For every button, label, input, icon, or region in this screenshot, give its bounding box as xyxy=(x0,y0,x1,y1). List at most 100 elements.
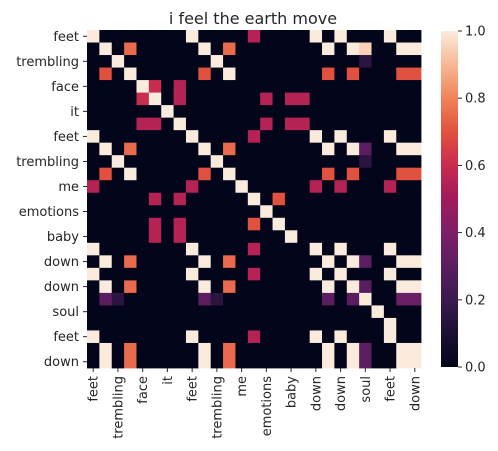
heatmap-cell xyxy=(359,93,372,106)
heatmap-cell xyxy=(409,93,422,106)
heatmap-cell xyxy=(87,68,100,81)
heatmap-cell xyxy=(186,305,199,318)
heatmap-cell xyxy=(186,230,199,243)
heatmap-cell xyxy=(359,318,372,331)
y-tick-label: trembling xyxy=(16,55,79,70)
heatmap-cell xyxy=(248,30,261,43)
heatmap-cell xyxy=(260,68,273,81)
heatmap-cell xyxy=(198,180,211,193)
heatmap-cell xyxy=(112,55,125,68)
heatmap-cell xyxy=(396,55,409,68)
heatmap-cell xyxy=(235,55,248,68)
heatmap-cell xyxy=(396,155,409,168)
heatmap-cell xyxy=(347,130,360,143)
heatmap-cell xyxy=(372,68,385,81)
heatmap-cell xyxy=(372,93,385,106)
heatmap-cell xyxy=(297,255,310,268)
heatmap-cell xyxy=(124,93,137,106)
heatmap-cell xyxy=(161,193,174,206)
heatmap-cell xyxy=(235,205,248,218)
heatmap-cell xyxy=(334,268,347,281)
heatmap-cell xyxy=(124,130,137,143)
heatmap-cell xyxy=(223,118,236,131)
heatmap-cell xyxy=(334,105,347,118)
heatmap-cell xyxy=(235,30,248,43)
heatmap-cell xyxy=(99,43,112,56)
heatmap-cell xyxy=(273,105,286,118)
heatmap-cell xyxy=(174,330,187,343)
heatmap-cell xyxy=(186,293,199,306)
x-tick-label: soul xyxy=(359,376,374,403)
heatmap-cell xyxy=(359,218,372,231)
heatmap-cell xyxy=(136,355,149,368)
heatmap-cell xyxy=(273,130,286,143)
heatmap-cell xyxy=(347,80,360,93)
heatmap-cell xyxy=(186,218,199,231)
heatmap-cell xyxy=(186,318,199,331)
heatmap-cell xyxy=(161,43,174,56)
heatmap-cell xyxy=(174,205,187,218)
heatmap-cell xyxy=(384,268,397,281)
heatmap-cell xyxy=(322,43,335,56)
heatmap-cell xyxy=(347,143,360,156)
heatmap-cell xyxy=(359,143,372,156)
heatmap-cell xyxy=(273,143,286,156)
heatmap-cell xyxy=(372,355,385,368)
heatmap-cell xyxy=(297,43,310,56)
heatmap-cell xyxy=(396,230,409,243)
heatmap-cell xyxy=(235,218,248,231)
heatmap-cell xyxy=(273,243,286,256)
heatmap-cell xyxy=(384,305,397,318)
heatmap-cell xyxy=(396,143,409,156)
heatmap-cell xyxy=(112,118,125,131)
heatmap-cell xyxy=(372,230,385,243)
heatmap-cell xyxy=(384,118,397,131)
heatmap-cell xyxy=(235,268,248,281)
heatmap-cell xyxy=(297,30,310,43)
heatmap-cell xyxy=(273,168,286,181)
heatmap-cell xyxy=(161,180,174,193)
heatmap-cell xyxy=(174,68,187,81)
heatmap-cell xyxy=(161,55,174,68)
heatmap-cell xyxy=(273,255,286,268)
heatmap-cell xyxy=(87,268,100,281)
heatmap-cell xyxy=(334,143,347,156)
heatmap-cell xyxy=(297,205,310,218)
heatmap-cell xyxy=(99,193,112,206)
heatmap-cell xyxy=(260,43,273,56)
heatmap-cell xyxy=(273,55,286,68)
chart-title: i feel the earth move xyxy=(169,9,337,28)
heatmap-cell xyxy=(112,343,125,356)
heatmap-cell xyxy=(223,168,236,181)
heatmap-cell xyxy=(297,268,310,281)
heatmap-cell xyxy=(372,55,385,68)
heatmap-cell xyxy=(136,318,149,331)
heatmap-cell xyxy=(334,230,347,243)
y-tick-label: it xyxy=(70,105,79,120)
heatmap-cell xyxy=(235,43,248,56)
heatmap-cell xyxy=(273,305,286,318)
heatmap-cell xyxy=(87,155,100,168)
colorbar-tick-label: 0.4 xyxy=(465,226,486,241)
heatmap-cell xyxy=(149,255,162,268)
y-tick-label: trembling xyxy=(16,155,79,170)
heatmap-cell xyxy=(161,255,174,268)
heatmap-cell xyxy=(87,355,100,368)
heatmap-cell xyxy=(384,318,397,331)
heatmap-cell xyxy=(359,80,372,93)
heatmap-cell xyxy=(273,293,286,306)
heatmap-cell xyxy=(223,205,236,218)
heatmap-cell xyxy=(235,255,248,268)
heatmap-cell xyxy=(211,243,224,256)
heatmap-cell xyxy=(161,155,174,168)
heatmap-cell xyxy=(149,143,162,156)
heatmap-cell xyxy=(260,30,273,43)
heatmap-cell xyxy=(384,30,397,43)
heatmap-cell xyxy=(347,305,360,318)
heatmap-cell xyxy=(248,143,261,156)
heatmap-cell xyxy=(198,30,211,43)
heatmap-cell xyxy=(136,268,149,281)
heatmap-cell xyxy=(124,343,137,356)
heatmap-cell xyxy=(273,180,286,193)
heatmap-cell xyxy=(174,55,187,68)
